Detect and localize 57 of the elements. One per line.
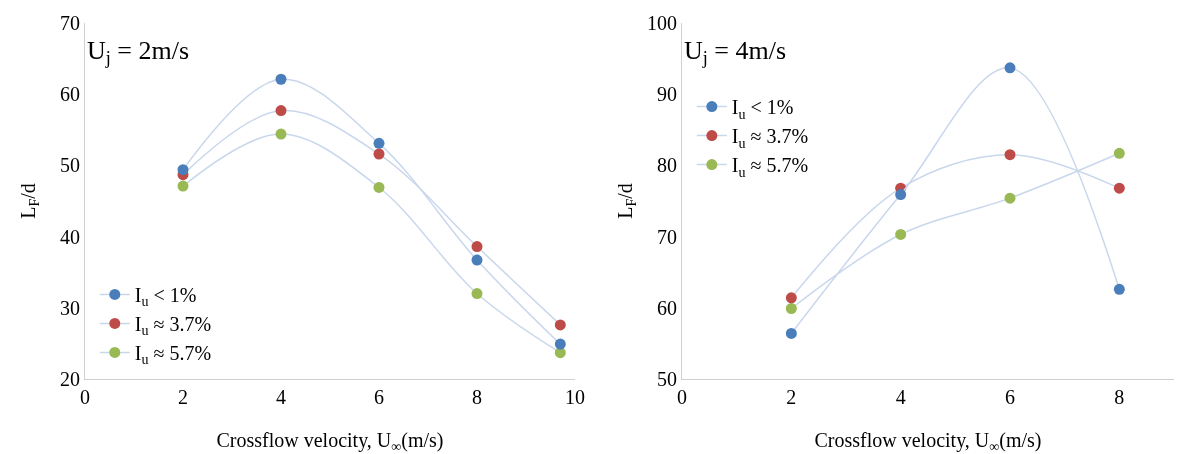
x-tick-label: 10 [565,386,585,408]
y-tick-label: 20 [60,368,80,390]
point [785,303,797,315]
y-tick-label: 80 [657,154,677,177]
point [1113,283,1125,295]
x-tick-label: 0 [80,386,90,408]
x-tick-label: 6 [374,386,384,408]
x-axis-title: Crossflow velocity, U$_{∞}$(m/s) [814,428,1042,454]
legend-label: I$_{u}$ < 1% [134,284,197,310]
y-tick-label: 90 [657,83,677,106]
x-tick-label: 4 [276,386,286,408]
point [895,228,907,240]
point [275,105,287,117]
legend-label: I$_{u}$ ≈ 3.7% [731,125,809,151]
y-tick-label: 70 [60,12,80,34]
x-tick-label: 4 [895,386,906,408]
point [373,148,385,160]
point [275,128,287,140]
x-tick-label: 8 [1114,386,1125,408]
legend-label: I$_{u}$ < 1% [731,96,794,122]
y-tick-label: 60 [60,83,80,106]
point [471,288,483,300]
point [1113,182,1125,194]
legend-label: I$_{u}$ ≈ 5.7% [134,342,212,368]
point [177,180,189,192]
legend-label: I$_{u}$ ≈ 3.7% [134,313,212,339]
point [895,189,907,201]
y-tick-label: 100 [647,12,677,34]
point [554,338,566,350]
text: U$_{j}$ = 4m/s [684,36,787,69]
point [373,181,385,193]
point [1004,149,1016,161]
x-tick-label: 6 [1005,386,1015,408]
y-tick-label: 50 [60,154,80,177]
y-tick-label: 30 [60,296,80,319]
point [1004,62,1016,74]
point [177,164,189,176]
point [1113,147,1125,159]
point [373,137,385,149]
y-tick-label: 40 [60,225,80,248]
point [471,254,483,266]
x-tick-label: 2 [178,386,188,408]
x-tick-label: 8 [472,386,482,408]
point [554,319,566,331]
point [785,292,797,304]
y-tick-label: 70 [657,225,677,248]
point [275,73,287,85]
y-tick-label: 50 [657,368,677,390]
point [471,241,483,253]
x-tick-label: 2 [786,386,797,408]
point [1004,192,1016,204]
y-tick-label: 60 [657,296,677,319]
point [785,327,797,339]
legend-label: I$_{u}$ ≈ 5.7% [731,154,809,180]
x-axis-title: Crossflow velocity, U$_{∞}$(m/s) [216,428,444,454]
text: U$_{j}$ = 2m/s [87,36,190,69]
x-tick-label: 0 [677,386,687,408]
